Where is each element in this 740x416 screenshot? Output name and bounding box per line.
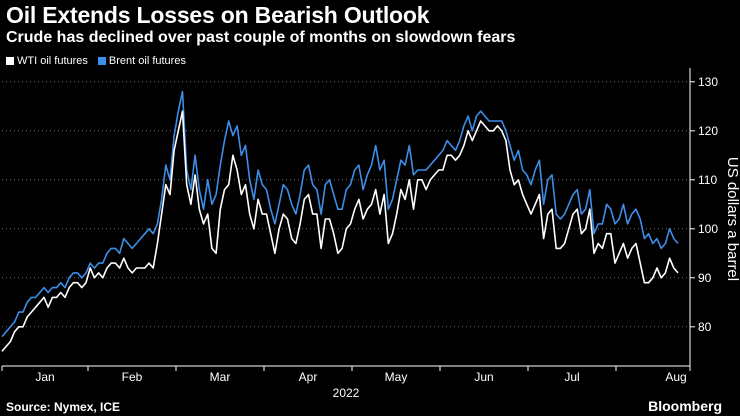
y-tick-label: 80: [698, 320, 712, 334]
chart-title: Oil Extends Losses on Bearish Outlook: [6, 2, 430, 28]
x-tick-label: Apr: [299, 370, 318, 384]
y-tick-label: 90: [698, 271, 712, 285]
x-axis-label: 2022: [333, 386, 360, 400]
chart-subtitle: Crude has declined over past couple of m…: [6, 29, 516, 46]
y-tick-label: 130: [698, 75, 718, 89]
legend-label-brent: Brent oil futures: [108, 55, 186, 67]
legend-swatch-wti: [6, 57, 14, 65]
x-tick-label: Aug: [665, 370, 686, 384]
bloomberg-logo: Bloomberg: [648, 398, 722, 414]
series-line-wti: [1, 110, 679, 352]
x-tick-label: May: [385, 370, 408, 384]
y-tick-label: 110: [698, 173, 717, 187]
x-tick-label: Jan: [35, 370, 54, 384]
legend-label-wti: WTI oil futures: [17, 55, 88, 67]
x-tick-label: Jul: [564, 370, 579, 384]
y-tick-label: 100: [698, 222, 718, 236]
legend: WTI oil futures Brent oil futures: [6, 55, 186, 67]
legend-item-brent: Brent oil futures: [97, 55, 186, 67]
legend-swatch-brent: [97, 57, 106, 65]
y-axis-label: US dollars a barrel: [724, 157, 740, 281]
legend-item-wti: WTI oil futures: [6, 55, 88, 67]
y-tick-label: 120: [698, 124, 718, 138]
series-line-brent: [1, 90, 679, 338]
source-note: Source: Nymex, ICE: [6, 400, 121, 414]
x-tick-label: Jun: [474, 370, 493, 384]
x-tick-label: Mar: [210, 370, 231, 384]
x-tick-label: Feb: [122, 370, 143, 384]
